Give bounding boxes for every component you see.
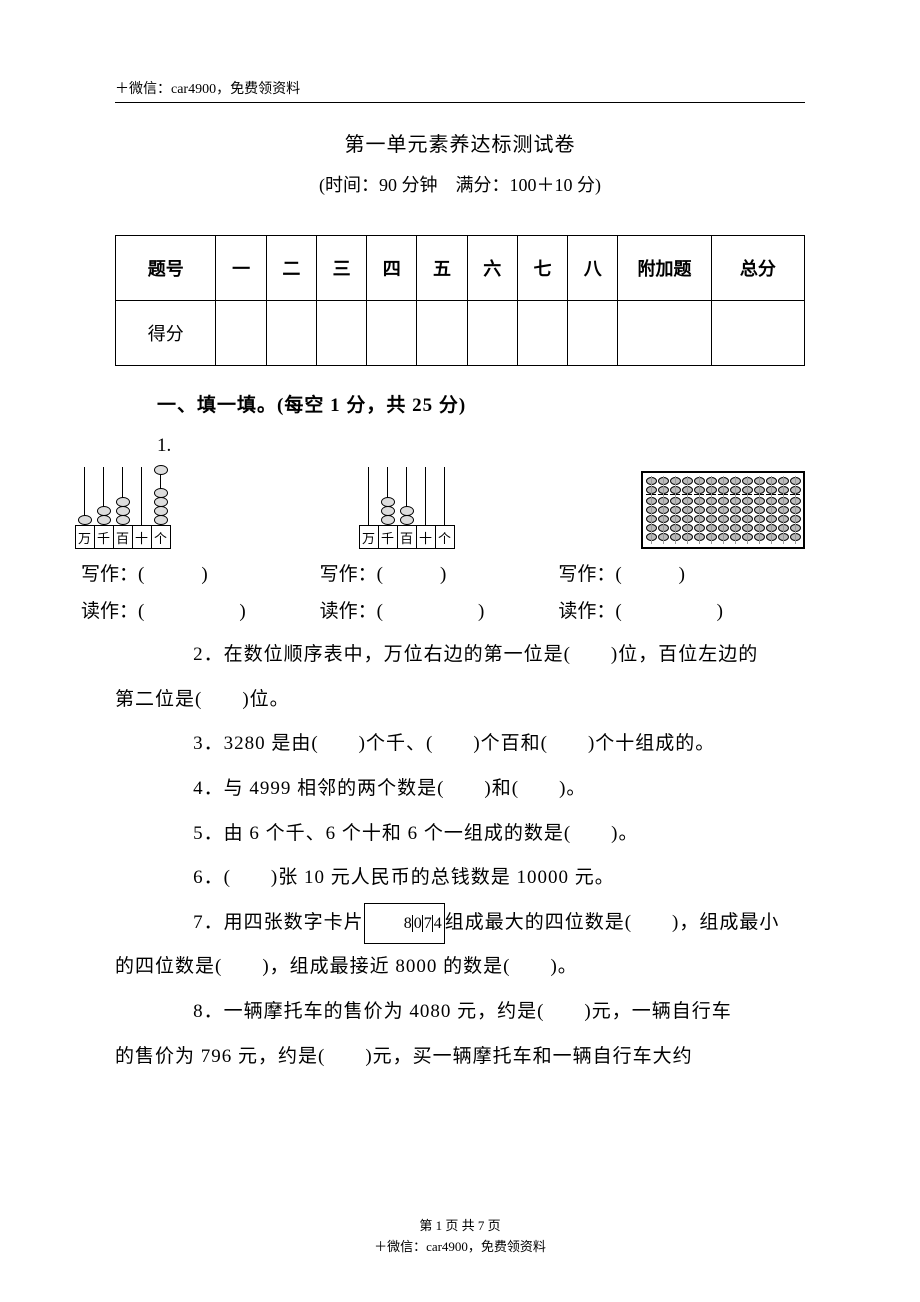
section-1-heading: 一、填一填。(每空 1 分，共 25 分) [157,390,805,417]
q1-figures: 万千百十个 万千百十个 [73,467,805,549]
q4: 4．与 4999 相邻的两个数是( )和( )。 [157,767,805,812]
counting-frame-2: 万千百十个 [357,467,456,549]
read-1: 读作：( ) [81,596,320,623]
q7d: 的四位数是( )，组成最接近 8000 的数是( )。 [115,945,805,990]
score-label: 得分 [116,301,216,366]
write-1: 写作：( ) [81,559,320,586]
page-header: ＋微信：car4900，免费领资料 [115,78,805,103]
q3: 3．3280 是由( )个千、( )个百和( )个十组成的。 [157,722,805,767]
write-3: 写作：( ) [558,559,797,586]
read-3: 读作：( ) [558,596,797,623]
write-row: 写作：( ) 写作：( ) 写作：( ) [73,559,805,586]
page-number: 第 1 页 共 7 页 [0,1216,920,1237]
footer-wx: ＋微信：car4900，免费领资料 [0,1237,920,1258]
q8b: 的售价为 796 元，约是( )元，买一辆摩托车和一辆自行车大约 [115,1035,805,1080]
q2: 2．在数位顺序表中，万位右边的第一位是( )位，百位左边的 [157,633,805,678]
counting-frame-1: 万千百十个 [73,467,172,549]
score-table: 题号一二三四五六七八附加题总分 得分 [115,235,805,366]
q1-label: 1. [157,435,805,457]
q2b: 第二位是( )位。 [115,678,805,723]
q6: 6．( )张 10 元人民币的总钱数是 10000 元。 [157,856,805,901]
q7: 7．用四张数字卡片8074组成最大的四位数是( )，组成最小 [157,901,805,946]
abacus [641,471,805,549]
q8: 8．一辆摩托车的售价为 4080 元，约是( )元，一辆自行车 [157,990,805,1035]
title: 第一单元素养达标测试卷 [115,128,805,157]
subtitle: (时间：90 分钟 满分：100＋10 分) [115,171,805,197]
q5: 5．由 6 个千、6 个十和 6 个一组成的数是( )。 [157,812,805,857]
digit-cards: 8074 [364,903,445,945]
read-row: 读作：( ) 读作：( ) 读作：( ) [73,596,805,623]
read-2: 读作：( ) [320,596,559,623]
page-footer: 第 1 页 共 7 页 ＋微信：car4900，免费领资料 [0,1216,920,1258]
write-2: 写作：( ) [320,559,559,586]
